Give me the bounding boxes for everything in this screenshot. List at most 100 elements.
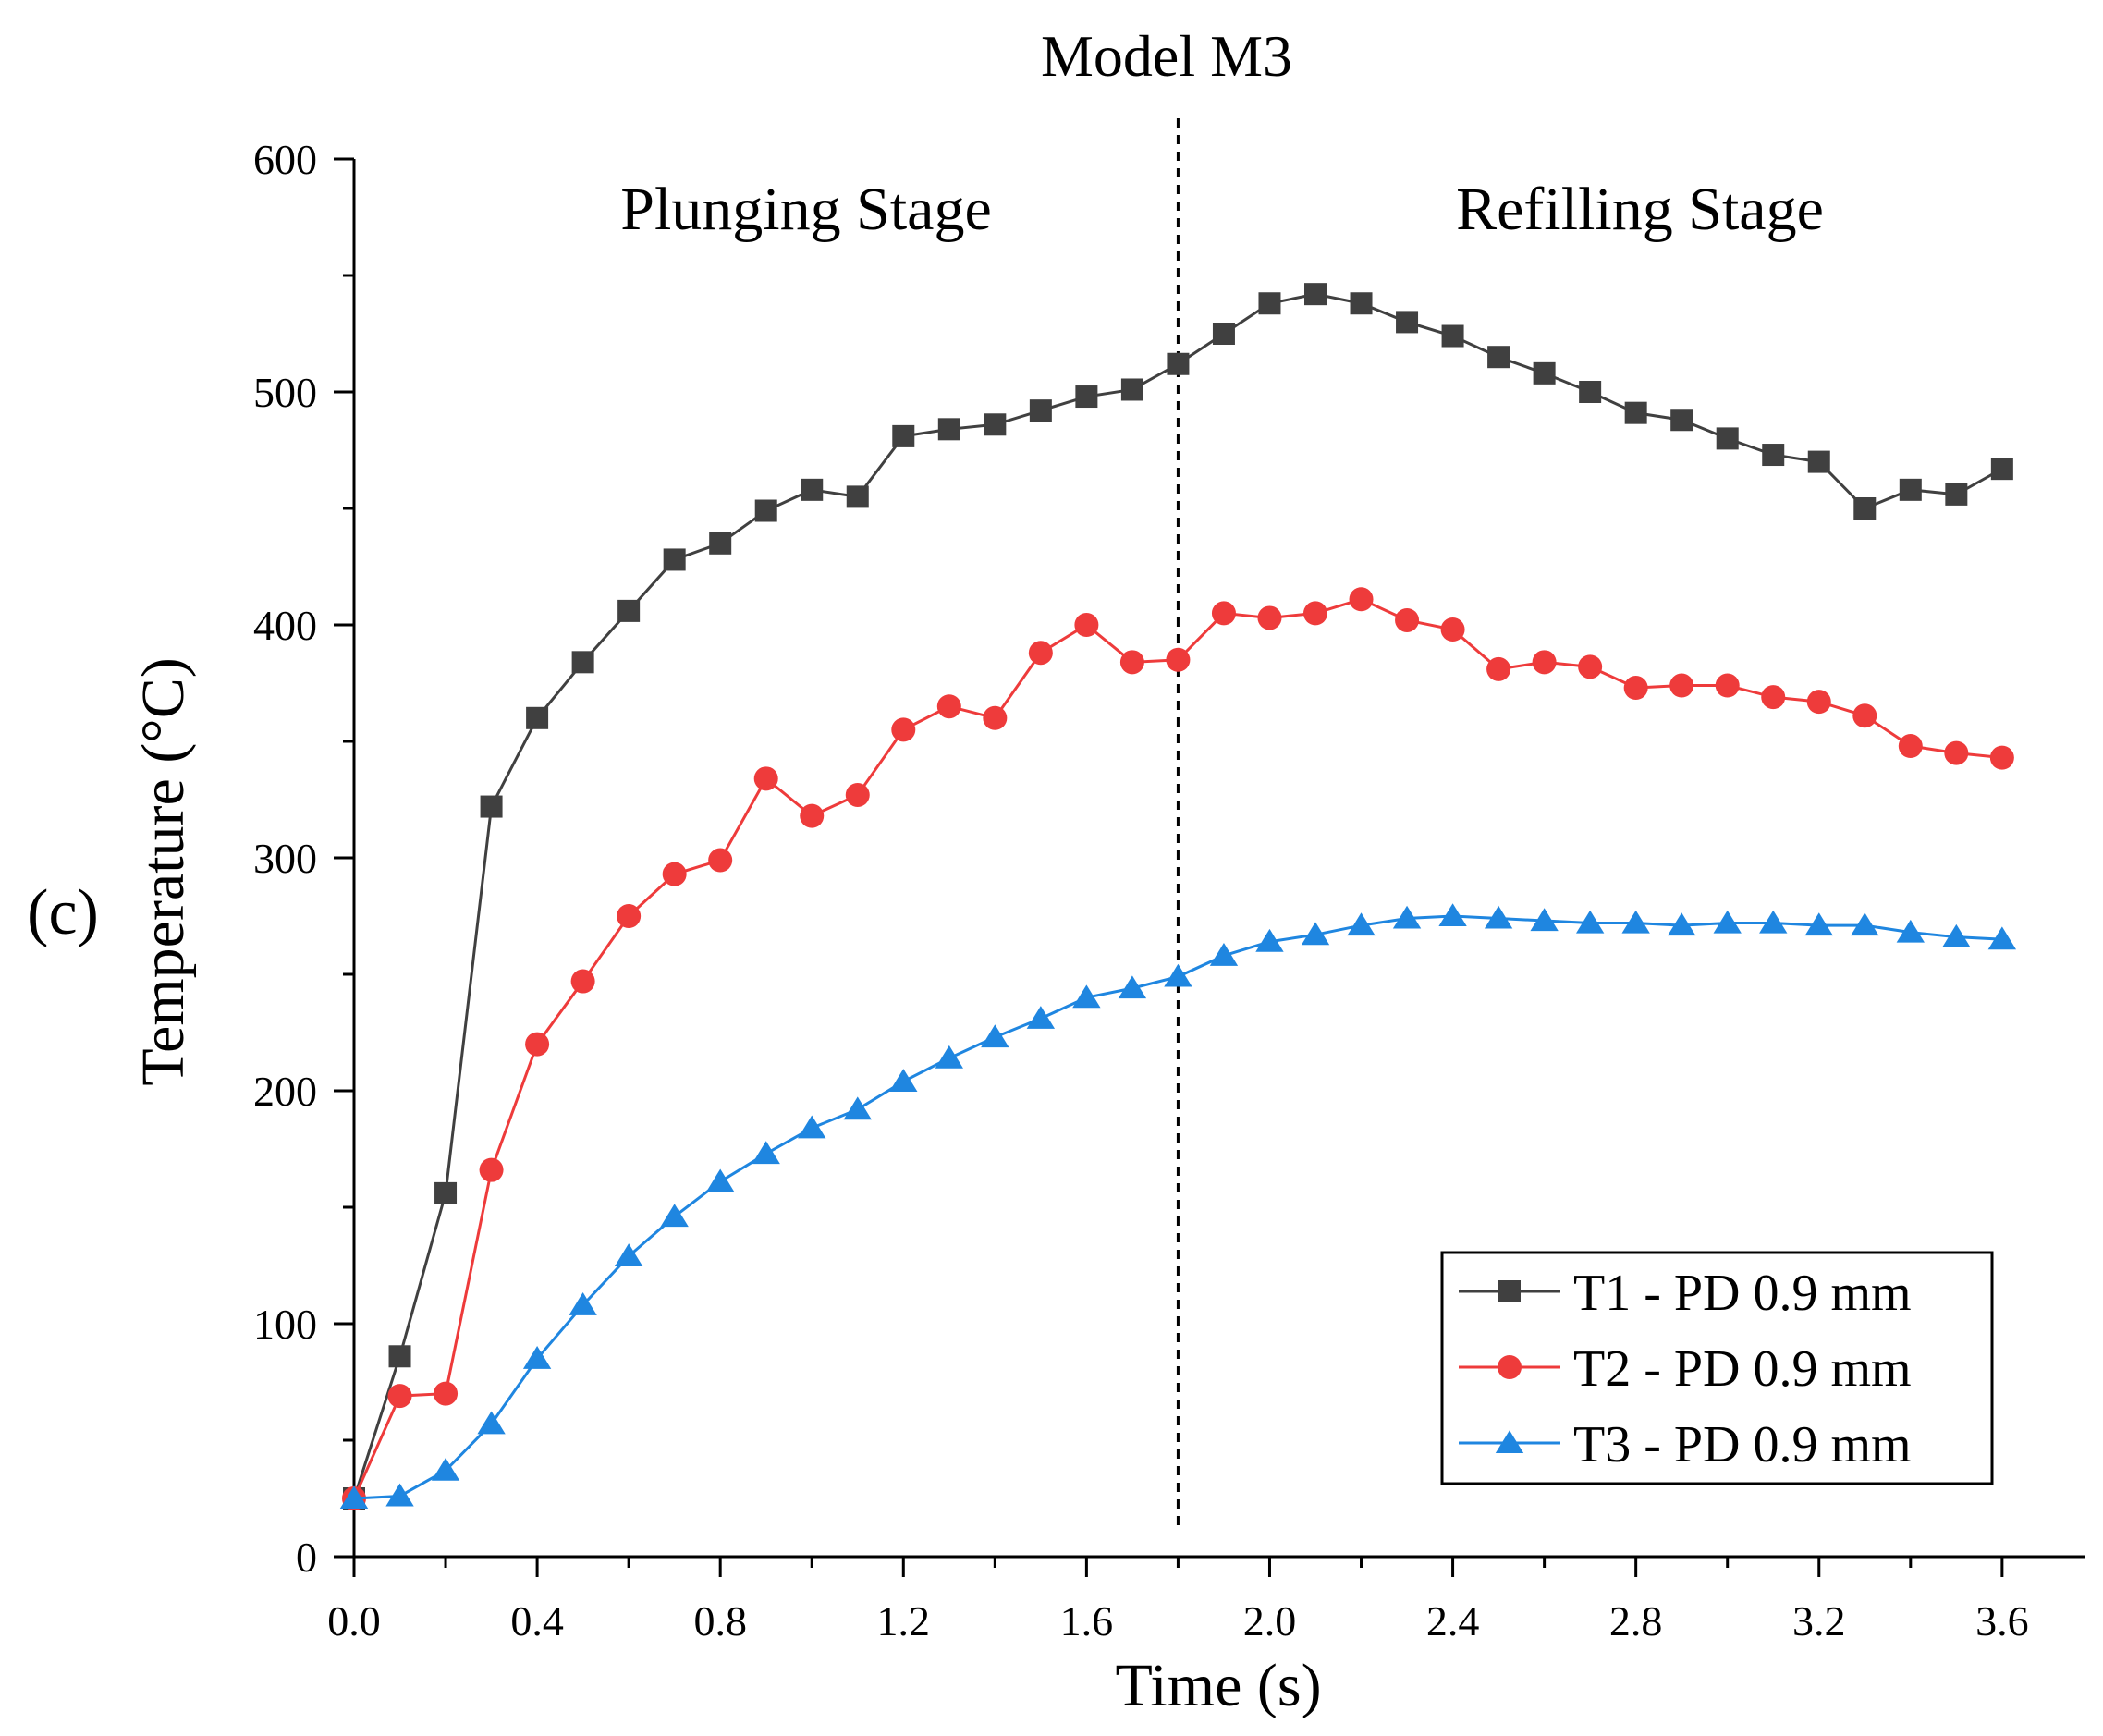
data-point-square xyxy=(1075,385,1098,409)
x-tick-label: 2.8 xyxy=(1609,1597,1663,1644)
data-point-circle xyxy=(1395,607,1420,632)
data-point-triangle xyxy=(706,1168,735,1192)
data-point-circle xyxy=(662,862,687,886)
data-point-triangle xyxy=(889,1069,918,1092)
data-point-circle xyxy=(1119,650,1144,675)
legend-label: T1 - PD 0.9 mm xyxy=(1573,1265,1912,1322)
data-point-square xyxy=(1533,361,1556,385)
legend: T1 - PD 0.9 mm T2 - PD 0.9 mm T3 - PD 0.9 … xyxy=(1440,1251,1994,1485)
data-point-square xyxy=(1762,444,1785,467)
data-point-square xyxy=(1350,292,1373,315)
data-point-square xyxy=(937,418,960,441)
data-point-triangle xyxy=(1347,912,1376,936)
x-tick-label: 3.6 xyxy=(1975,1597,2029,1644)
data-point-square xyxy=(617,599,641,622)
data-point-triangle xyxy=(1301,922,1330,946)
data-point-square xyxy=(1899,478,1922,501)
data-point-circle xyxy=(1166,647,1191,672)
data-point-circle xyxy=(617,904,642,928)
data-point-circle xyxy=(1211,601,1236,626)
data-point-triangle xyxy=(1026,1006,1056,1029)
data-point-circle xyxy=(1623,676,1648,701)
data-point-square xyxy=(1441,324,1464,348)
data-point-square xyxy=(709,532,732,555)
data-point-triangle xyxy=(843,1096,872,1120)
data-point-circle xyxy=(1989,745,2014,770)
data-point-triangle xyxy=(1804,912,1833,936)
data-point-triangle xyxy=(385,1483,414,1507)
legend-label: T2 - PD 0.9 mm xyxy=(1573,1340,1912,1398)
data-point-square xyxy=(1487,346,1510,369)
data-point-circle xyxy=(1761,685,1786,710)
data-point-circle xyxy=(845,782,870,807)
data-point-circle xyxy=(1074,613,1099,637)
data-point-triangle xyxy=(1495,1430,1524,1454)
refilling-stage-label: Refilling Stage xyxy=(1456,176,1824,243)
legend-label: T3 - PD 0.9 mm xyxy=(1573,1416,1912,1473)
data-point-circle xyxy=(753,766,778,791)
x-tick-label: 1.2 xyxy=(877,1597,931,1644)
data-point-circle xyxy=(1486,656,1511,681)
data-point-circle xyxy=(570,969,595,994)
data-point-triangle xyxy=(1438,903,1467,927)
data-point-square xyxy=(754,499,777,522)
data-point-triangle xyxy=(431,1457,460,1481)
data-point-circle xyxy=(936,694,961,719)
data-point-circle xyxy=(891,717,916,742)
data-point-triangle xyxy=(1255,928,1284,952)
data-point-square xyxy=(526,706,549,729)
data-point-circle xyxy=(800,803,825,828)
data-point-square xyxy=(663,548,686,571)
data-point-square xyxy=(984,413,1007,436)
data-point-square xyxy=(1304,283,1327,306)
y-axis-label: Temperature (°C) xyxy=(129,657,197,1085)
x-tick-label: 2.4 xyxy=(1426,1597,1480,1644)
plunging-stage-label: Plunging Stage xyxy=(620,176,992,243)
x-tick-label: 0.0 xyxy=(327,1597,381,1644)
data-point-square xyxy=(571,651,594,674)
data-point-triangle xyxy=(1209,943,1239,966)
data-point-circle xyxy=(1852,703,1877,728)
data-point-square xyxy=(1853,497,1877,520)
data-point-triangle xyxy=(522,1346,552,1369)
y-tick-label: 300 xyxy=(253,835,317,882)
y-tick-label: 500 xyxy=(253,369,317,416)
data-point-square xyxy=(1120,378,1143,401)
data-point-triangle xyxy=(935,1045,963,1069)
data-point-circle xyxy=(434,1381,459,1406)
chart-title: Model M3 xyxy=(1041,23,1292,89)
data-point-triangle xyxy=(752,1141,780,1165)
data-point-circle xyxy=(1532,650,1557,675)
data-point-circle xyxy=(1028,641,1053,666)
data-point-triangle xyxy=(1164,963,1192,987)
data-point-circle xyxy=(1349,587,1374,612)
data-point-square xyxy=(1167,352,1190,375)
data-point-square xyxy=(1212,323,1235,345)
data-point-triangle xyxy=(1987,926,2017,950)
data-point-square xyxy=(1579,381,1602,403)
data-point-square xyxy=(1716,427,1739,450)
y-tick-label: 200 xyxy=(253,1068,317,1115)
data-point-square xyxy=(1498,1280,1521,1302)
x-tick-label: 3.2 xyxy=(1792,1597,1846,1644)
data-point-triangle xyxy=(1392,905,1422,929)
data-point-circle xyxy=(1498,1355,1522,1379)
data-point-triangle xyxy=(569,1292,597,1315)
data-point-triangle xyxy=(1942,923,1971,947)
x-tick-label: 0.8 xyxy=(693,1597,747,1644)
data-point-triangle xyxy=(1668,912,1696,936)
y-tick-label: 600 xyxy=(253,136,317,183)
data-point-circle xyxy=(1440,617,1465,642)
data-point-circle xyxy=(708,848,733,873)
data-point-triangle xyxy=(614,1243,643,1266)
data-point-triangle xyxy=(1118,975,1147,999)
x-tick-label: 0.4 xyxy=(510,1597,564,1644)
data-point-circle xyxy=(1898,734,1923,759)
data-point-square xyxy=(1990,458,2013,481)
data-point-triangle xyxy=(1072,984,1101,1009)
data-point-circle xyxy=(983,705,1008,730)
x-tick-label: 2.0 xyxy=(1243,1597,1297,1644)
data-point-triangle xyxy=(798,1115,826,1139)
data-point-square xyxy=(1945,483,1968,506)
